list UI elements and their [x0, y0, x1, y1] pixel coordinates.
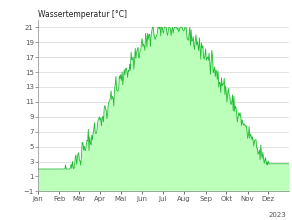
Text: Wassertemperatur [°C]: Wassertemperatur [°C] — [38, 10, 127, 19]
Text: 2023: 2023 — [268, 212, 286, 218]
